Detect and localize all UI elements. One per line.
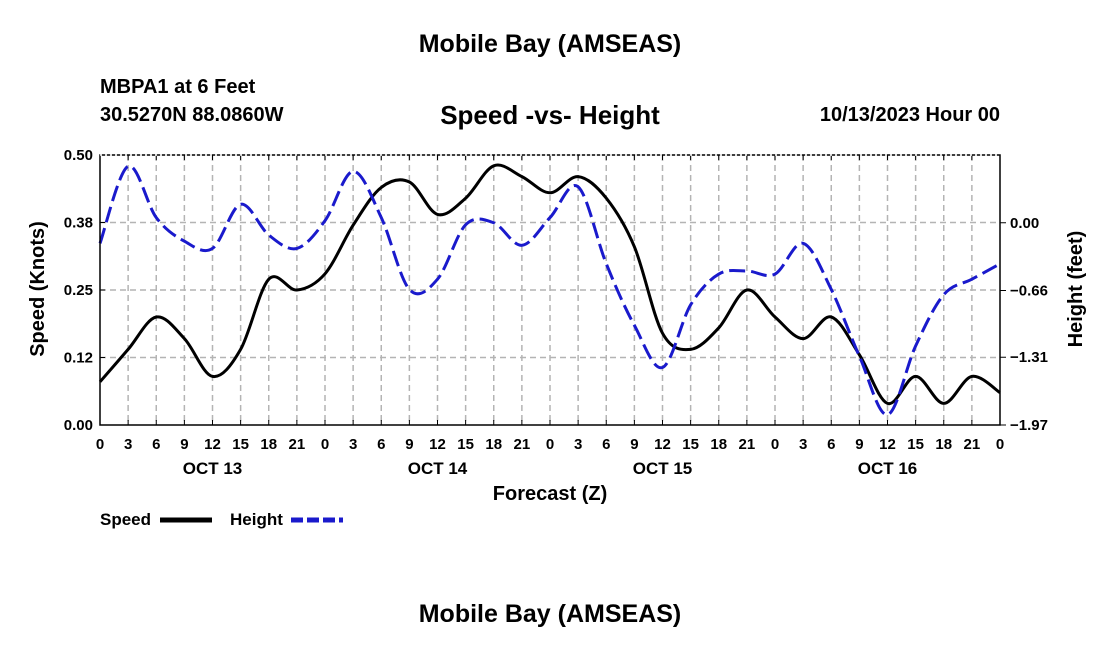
x-tick-label: 6 bbox=[152, 436, 160, 453]
x-tick-label: 3 bbox=[349, 436, 357, 453]
y-left-tick-label: 0.38 bbox=[64, 215, 93, 232]
x-tick-label: 21 bbox=[739, 436, 756, 453]
x-tick-label: 0 bbox=[321, 436, 329, 453]
x-tick-label: 0 bbox=[96, 436, 104, 453]
y-left-tick-label: 0.50 bbox=[64, 147, 93, 164]
axes: 0 3 6 9 12 15 18 21 0 3 6 9 12 15 18 21 0 3 6 9 12 15 18 21 0 3 6 9… bbox=[64, 147, 1048, 478]
x-tick-label: 0 bbox=[771, 436, 779, 453]
forecast-date: 10/13/2023 Hour 00 bbox=[819, 104, 1000, 126]
x-tick-label: 18 bbox=[260, 436, 277, 453]
x-tick-label: 3 bbox=[574, 436, 582, 453]
x-tick-label: 21 bbox=[964, 436, 981, 453]
x-tick-label: 15 bbox=[907, 436, 924, 453]
station-name: MBPA1 at 6 Feet bbox=[100, 76, 256, 98]
x-tick-label: 9 bbox=[405, 436, 413, 453]
legend: Speed Height bbox=[100, 510, 343, 529]
x-tick-label: 21 bbox=[514, 436, 531, 453]
day-label: OCT 14 bbox=[408, 459, 468, 478]
y-right-tick-label: −0.66 bbox=[1010, 283, 1048, 300]
x-tick-label: 18 bbox=[935, 436, 952, 453]
series-lines bbox=[98, 163, 1001, 417]
x-tick-label: 18 bbox=[485, 436, 502, 453]
x-tick-label: 3 bbox=[124, 436, 132, 453]
day-label: OCT 16 bbox=[858, 459, 918, 478]
legend-label-speed: Speed bbox=[100, 510, 151, 529]
series-line-height bbox=[98, 164, 1001, 417]
station-coordinates: 30.5270N 88.0860W bbox=[100, 104, 284, 126]
y-right-tick-label: −1.97 bbox=[1010, 417, 1048, 434]
x-tick-label: 12 bbox=[204, 436, 221, 453]
x-axis-label: Forecast (Z) bbox=[493, 483, 607, 505]
x-tick-label: 6 bbox=[602, 436, 610, 453]
y-right-tick-label: −1.31 bbox=[1010, 349, 1048, 366]
x-tick-label: 0 bbox=[996, 436, 1004, 453]
x-tick-label: 12 bbox=[429, 436, 446, 453]
x-tick-label: 15 bbox=[232, 436, 249, 453]
day-label: OCT 13 bbox=[183, 459, 243, 478]
y-left-tick-label: 0.25 bbox=[64, 282, 93, 299]
legend-label-height: Height bbox=[230, 510, 283, 529]
x-tick-label: 21 bbox=[289, 436, 306, 453]
x-tick-label: 15 bbox=[457, 436, 474, 453]
x-tick-label: 6 bbox=[827, 436, 835, 453]
x-tick-label: 12 bbox=[654, 436, 671, 453]
x-tick-label: 15 bbox=[682, 436, 699, 453]
x-tick-label: 9 bbox=[180, 436, 188, 453]
y-axis-label-right: Height (feet) bbox=[1065, 231, 1087, 348]
y-left-tick-label: 0.12 bbox=[64, 350, 93, 367]
x-tick-label: 6 bbox=[377, 436, 385, 453]
x-tick-label: 0 bbox=[546, 436, 554, 453]
main-title: Mobile Bay (AMSEAS) bbox=[418, 30, 682, 58]
x-tick-label: 9 bbox=[855, 436, 863, 453]
day-label: OCT 15 bbox=[633, 459, 693, 478]
x-tick-label: 9 bbox=[630, 436, 638, 453]
y-axis-label-left: Speed (Knots) bbox=[27, 221, 49, 357]
grid-lines bbox=[100, 155, 1000, 425]
y-left-tick-label: 0.00 bbox=[64, 417, 93, 434]
series-line-speed bbox=[98, 163, 1001, 405]
x-tick-label: 3 bbox=[799, 436, 807, 453]
chart-title: Speed -vs- Height bbox=[440, 100, 660, 130]
y-right-tick-label: 0.00 bbox=[1010, 215, 1039, 232]
second-chart-title: Mobile Bay (AMSEAS) bbox=[418, 600, 682, 628]
x-tick-label: 12 bbox=[879, 436, 896, 453]
x-tick-label: 18 bbox=[710, 436, 727, 453]
